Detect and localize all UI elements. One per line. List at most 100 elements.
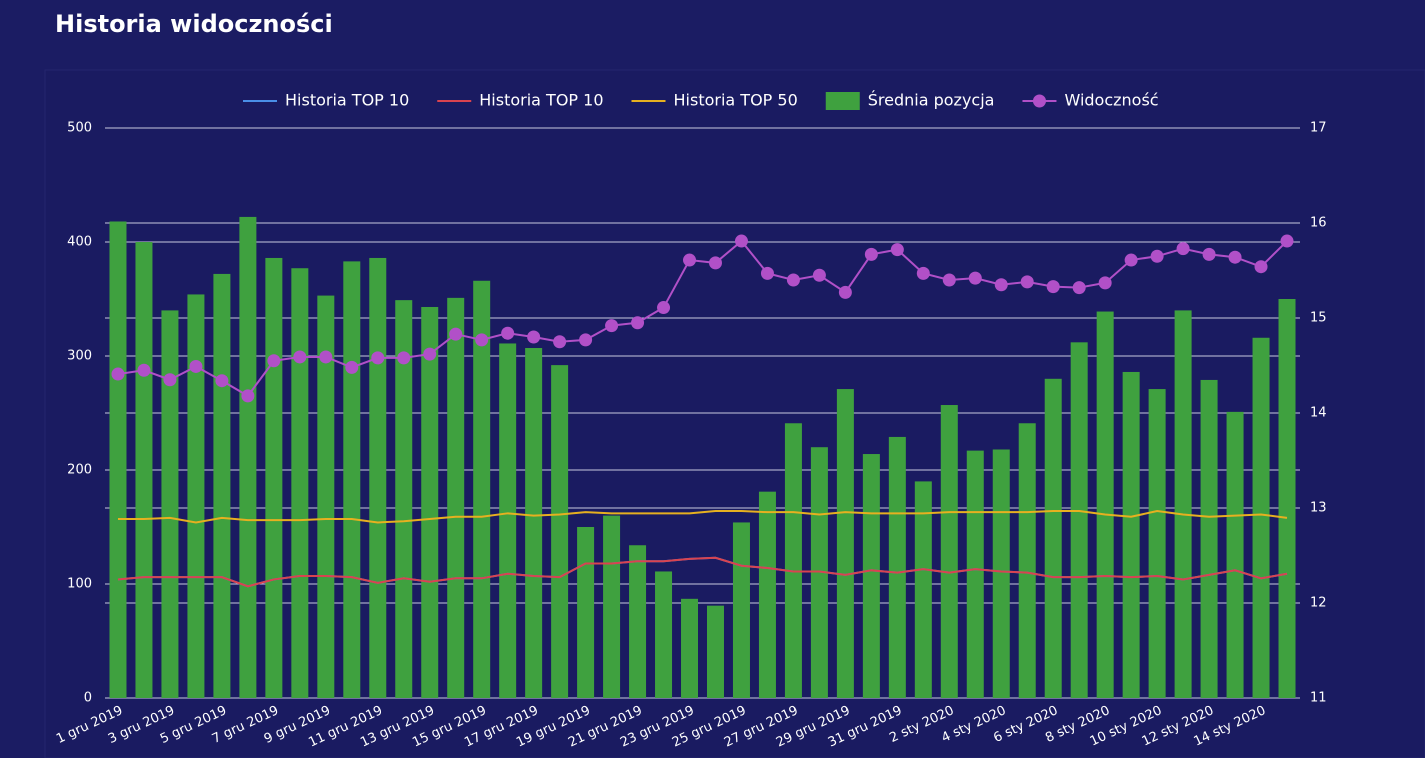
y-tick-label: 400 [67, 235, 92, 250]
legend-swatch [1032, 94, 1046, 108]
marker [319, 350, 333, 364]
marker [994, 278, 1008, 292]
marker [111, 367, 125, 381]
marker [1150, 249, 1164, 263]
bar [1226, 411, 1244, 698]
marker [1254, 260, 1268, 274]
marker [579, 333, 593, 347]
marker [683, 253, 697, 267]
y2-tick-label: 13 [1310, 501, 1327, 516]
marker [968, 271, 982, 285]
marker [163, 373, 177, 387]
bar [784, 423, 802, 698]
bar [1278, 299, 1296, 698]
bar [629, 545, 647, 698]
legend-label: Historia TOP 10 [285, 91, 409, 110]
bar [1174, 310, 1192, 698]
marker [605, 319, 619, 333]
marker [527, 330, 541, 344]
bar [551, 365, 569, 698]
legend-label: Średnia pozycja [868, 91, 995, 110]
line [117, 510, 1288, 524]
marker [215, 374, 229, 388]
marker [1072, 281, 1086, 295]
marker [423, 347, 437, 361]
bar [966, 450, 984, 698]
bar [914, 481, 932, 698]
bar [836, 389, 854, 698]
marker [1098, 276, 1112, 290]
bar [1096, 311, 1114, 698]
marker [786, 273, 800, 287]
line [117, 556, 1288, 588]
marker [708, 256, 722, 270]
bar [992, 449, 1010, 698]
y2-tick-label: 17 [1310, 121, 1327, 136]
bar [681, 598, 699, 698]
bar [369, 257, 387, 698]
marker [864, 247, 878, 261]
marker [1202, 247, 1216, 261]
bar [758, 491, 776, 698]
bar [1200, 379, 1218, 698]
legend-label: Historia TOP 50 [674, 91, 798, 110]
y2-tick-label: 15 [1310, 311, 1327, 326]
y-tick-label: 100 [67, 577, 92, 592]
bar [161, 310, 179, 698]
marker [942, 273, 956, 287]
bar [577, 527, 595, 698]
y-tick-label: 500 [67, 121, 92, 136]
marker [631, 316, 645, 330]
y-tick-label: 300 [67, 349, 92, 364]
marker [760, 266, 774, 280]
bar [888, 436, 906, 698]
bar [499, 343, 517, 698]
bar [395, 300, 413, 698]
bar [1044, 378, 1062, 698]
marker [1176, 242, 1190, 256]
bar [603, 515, 621, 698]
marker [241, 389, 255, 403]
legend-label: Widoczność [1064, 91, 1158, 110]
marker [293, 350, 307, 364]
chart-title: Historia widoczności [55, 10, 333, 38]
bar [213, 273, 231, 698]
bar [109, 221, 127, 699]
marker [449, 327, 463, 341]
marker [501, 326, 515, 340]
bar [940, 405, 958, 698]
y2-tick-label: 12 [1310, 596, 1327, 611]
bar [291, 268, 309, 698]
bar [1070, 342, 1088, 698]
bar [1018, 423, 1036, 698]
bar [810, 447, 828, 698]
marker [267, 354, 281, 368]
marker [734, 234, 748, 248]
bar [1148, 389, 1166, 698]
legend-swatch [825, 92, 860, 110]
marker [890, 243, 904, 257]
marker [189, 359, 203, 373]
marker [916, 266, 930, 280]
bar [1122, 371, 1140, 698]
bar [447, 297, 465, 698]
line [117, 239, 1288, 398]
y2-tick-label: 16 [1310, 216, 1327, 231]
marker [137, 363, 151, 377]
bar [421, 306, 439, 698]
bar [135, 242, 153, 698]
marker [1228, 250, 1242, 264]
bar [655, 571, 673, 698]
marker [1046, 280, 1060, 294]
bar [265, 257, 283, 698]
bar [187, 294, 205, 698]
bar [525, 348, 543, 698]
marker [475, 333, 489, 347]
bar [317, 295, 335, 698]
bar [732, 522, 750, 698]
marker [345, 360, 359, 374]
marker [1280, 234, 1294, 248]
legend: Historia TOP 10 Historia TOP 10 Historia T… [243, 91, 1159, 110]
bar [239, 216, 257, 699]
